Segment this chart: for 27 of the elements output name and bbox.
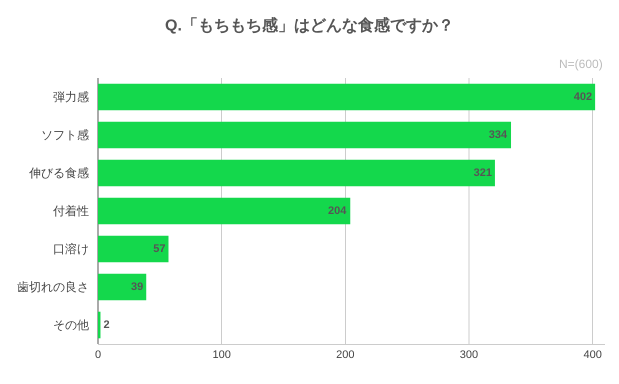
- x-tick-label: 400: [583, 349, 602, 362]
- x-tick-label: 200: [336, 349, 354, 362]
- bar: [98, 198, 350, 224]
- y-tick-label: 伸びる食感: [28, 166, 89, 180]
- chart-title: Q.「もちもち感」はどんな食感ですか？: [165, 16, 454, 35]
- y-tick-label: ソフト感: [41, 128, 89, 142]
- data-label: 57: [153, 243, 166, 255]
- data-label: 204: [328, 205, 348, 217]
- x-tick-label: 0: [94, 349, 102, 362]
- x-tick-label: 100: [212, 349, 231, 362]
- y-tick-label: 弾力感: [53, 90, 89, 104]
- bar: [98, 160, 495, 186]
- text: N=(600): [559, 57, 603, 71]
- data-label: 334: [488, 129, 508, 141]
- y-tick-label: 付着性: [52, 204, 89, 218]
- bar: [98, 274, 146, 300]
- data-label: 39: [130, 281, 144, 293]
- y-tick-label: 口溶け: [53, 242, 89, 256]
- y-tick-label: 歯切れの良さ: [17, 280, 89, 294]
- data-label: 321: [474, 167, 492, 179]
- y-tick-label: その他: [53, 318, 89, 332]
- bar: [98, 122, 512, 148]
- bar: [98, 84, 596, 110]
- data-label: 402: [574, 91, 592, 103]
- bar: [98, 236, 168, 262]
- x-tick-label: 300: [460, 349, 478, 362]
- data-label: 2: [103, 319, 110, 331]
